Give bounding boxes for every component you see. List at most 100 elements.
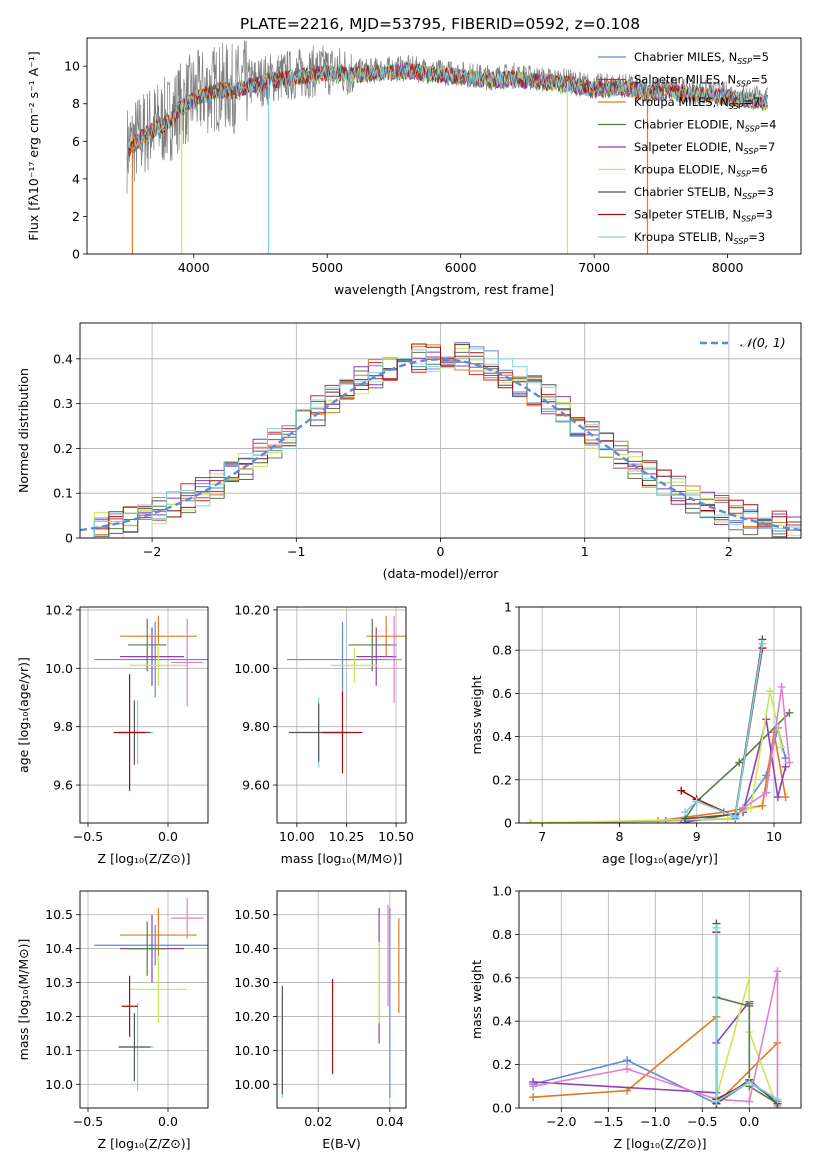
- y-tick-label: 10.30: [234, 975, 270, 990]
- x-axis-label: age [log₁₀(age/yr)]: [602, 851, 718, 866]
- legend-entry: Salpeter MILES, NSSP=5: [634, 73, 768, 89]
- y-axis-label: mass weight: [469, 960, 484, 1039]
- error-bar-point: [128, 618, 167, 672]
- weight-marker: [777, 682, 786, 691]
- legend-entry: Chabrier STELIB, NSSP=3: [634, 185, 774, 201]
- weight-marker: [762, 788, 771, 797]
- y-tick-label: 10.2: [45, 1009, 73, 1024]
- x-tick-label: −2: [143, 544, 161, 559]
- weight-marker: [745, 1097, 754, 1106]
- weight-marker: [746, 803, 755, 812]
- y-tick-label: 1.0: [492, 884, 512, 899]
- model-spectrum: [126, 64, 768, 161]
- weight-marker: [781, 762, 790, 771]
- axes-frame: [518, 606, 802, 824]
- residual-histogram: [80, 343, 801, 538]
- y-tick-label: 0.0: [492, 1101, 512, 1116]
- y-tick-label: 0.4: [492, 1014, 512, 1029]
- y-tick-label: 0.4: [492, 729, 512, 744]
- x-axis-label: Z [log₁₀(Z/Z⊙)]: [614, 1136, 707, 1151]
- plot-area: [286, 615, 406, 774]
- error-bar-point: [366, 615, 406, 657]
- x-tick-label: 10.25: [329, 829, 365, 844]
- axes-frame: [79, 890, 209, 1109]
- weight-marker: [758, 639, 767, 648]
- plot-area: [529, 919, 782, 1108]
- legend-entry: Salpeter STELIB, NSSP=3: [634, 208, 773, 224]
- error-bar-point: [129, 644, 188, 686]
- y-tick-label: 10: [64, 59, 80, 74]
- weight-marker: [773, 967, 782, 976]
- weight-marker: [623, 1056, 632, 1065]
- weight-series: [712, 923, 782, 1106]
- chart-weight_vs_Z: −2.0 −1.5 −1.0 −0.5 0.0 0.0 0.2 0.4 0.6 0.8 1.0 Z […: [469, 884, 802, 1151]
- weight-marker: [785, 758, 794, 767]
- error-bar-point: [118, 1013, 151, 1081]
- weight-marker: [677, 786, 686, 795]
- error-bar-point: [120, 627, 184, 686]
- y-tick-label: 6: [72, 134, 80, 149]
- y-tick-label: 9.6: [53, 778, 73, 793]
- error-bar-point: [171, 618, 204, 707]
- error-bar-point: [386, 615, 403, 704]
- plot-area: [281, 904, 400, 1098]
- x-axis-label: Z [log₁₀(Z/Z⊙)]: [98, 1136, 191, 1151]
- y-tick-label: 9.60: [242, 778, 270, 793]
- error-bar-point: [128, 921, 167, 976]
- weight-series: [712, 928, 754, 1104]
- y-tick-label: 0.8: [492, 927, 512, 942]
- y-tick-label: 0.6: [492, 970, 512, 985]
- weight-series: [529, 967, 782, 1108]
- x-tick-label: −0.5: [73, 829, 103, 844]
- plot-area: [126, 40, 768, 254]
- x-axis-label: mass [log₁₀(M/M⊙)]: [281, 851, 403, 866]
- x-tick-label: 0: [437, 544, 445, 559]
- x-axis-label: Z [log₁₀(Z/Z⊙)]: [98, 851, 191, 866]
- x-tick-label: 0.0: [158, 829, 178, 844]
- chart-residuals: −2 −1 0 1 2 0 0.1 0.2 0.3 0.4 (data-model)/error No…: [16, 322, 802, 581]
- error-bar-point: [322, 691, 363, 774]
- weight-marker: [745, 1077, 754, 1086]
- weight-marker: [739, 803, 748, 812]
- error-bar-point: [348, 618, 397, 672]
- weight-marker: [723, 814, 732, 823]
- x-tick-label: 0.0: [739, 1114, 759, 1129]
- x-axis-label: (data-model)/error: [383, 566, 500, 581]
- error-bar-point: [286, 621, 399, 698]
- model-spectrum: [126, 63, 768, 161]
- weight-marker: [745, 973, 754, 982]
- y-axis-label: mass [log₁₀(M/M⊙)]: [16, 939, 31, 1061]
- weight-marker: [529, 1093, 538, 1102]
- legend-entry: Salpeter ELODIE, NSSP=7: [634, 140, 775, 156]
- chart-mass_vs_EBV: 0.02 0.04 10.00 10.10 10.20 10.30 10.40 10.50 E(…: [234, 890, 407, 1151]
- error-bar-point: [171, 897, 204, 939]
- x-tick-label: 9: [693, 829, 701, 844]
- y-tick-label: 0: [504, 816, 512, 831]
- weight-marker: [785, 708, 794, 717]
- error-bar-point: [129, 955, 188, 1024]
- x-tick-label: −1.0: [640, 1114, 670, 1129]
- plot-area: [94, 615, 208, 791]
- x-tick-label: 4000: [178, 260, 210, 275]
- legend-entry: Kroupa MILES, NSSP=7: [634, 95, 760, 111]
- axes-frame: [276, 890, 407, 1109]
- y-axis-label: Flux [fλ10⁻¹⁷ erg cm⁻² s⁻¹ A⁻¹]: [26, 51, 41, 240]
- chart-age_vs_Z: −0.5 0.0 9.6 9.8 10.0 10.2 Z [log₁₀(Z/Z⊙)] age …: [16, 602, 209, 866]
- y-tick-label: 10.50: [234, 907, 270, 922]
- axes-frame: [79, 606, 209, 824]
- y-tick-label: 0.6: [492, 686, 512, 701]
- y-axis-label: mass weight: [469, 675, 484, 754]
- y-tick-label: 0.8: [492, 643, 512, 658]
- y-tick-label: 8: [72, 96, 80, 111]
- weight-marker: [735, 758, 744, 767]
- plot-area: [94, 897, 208, 1092]
- weight-series: [526, 687, 786, 823]
- x-tick-label: −1: [287, 544, 305, 559]
- weight-marker: [745, 1002, 754, 1011]
- y-tick-label: 10.0: [45, 1077, 73, 1092]
- x-tick-label: 7: [538, 829, 546, 844]
- x-tick-label: −2.0: [546, 1114, 576, 1129]
- x-axis-label: wavelength [Angstrom, rest frame]: [334, 282, 554, 297]
- weight-marker: [777, 743, 786, 752]
- error-bar-point: [356, 627, 397, 686]
